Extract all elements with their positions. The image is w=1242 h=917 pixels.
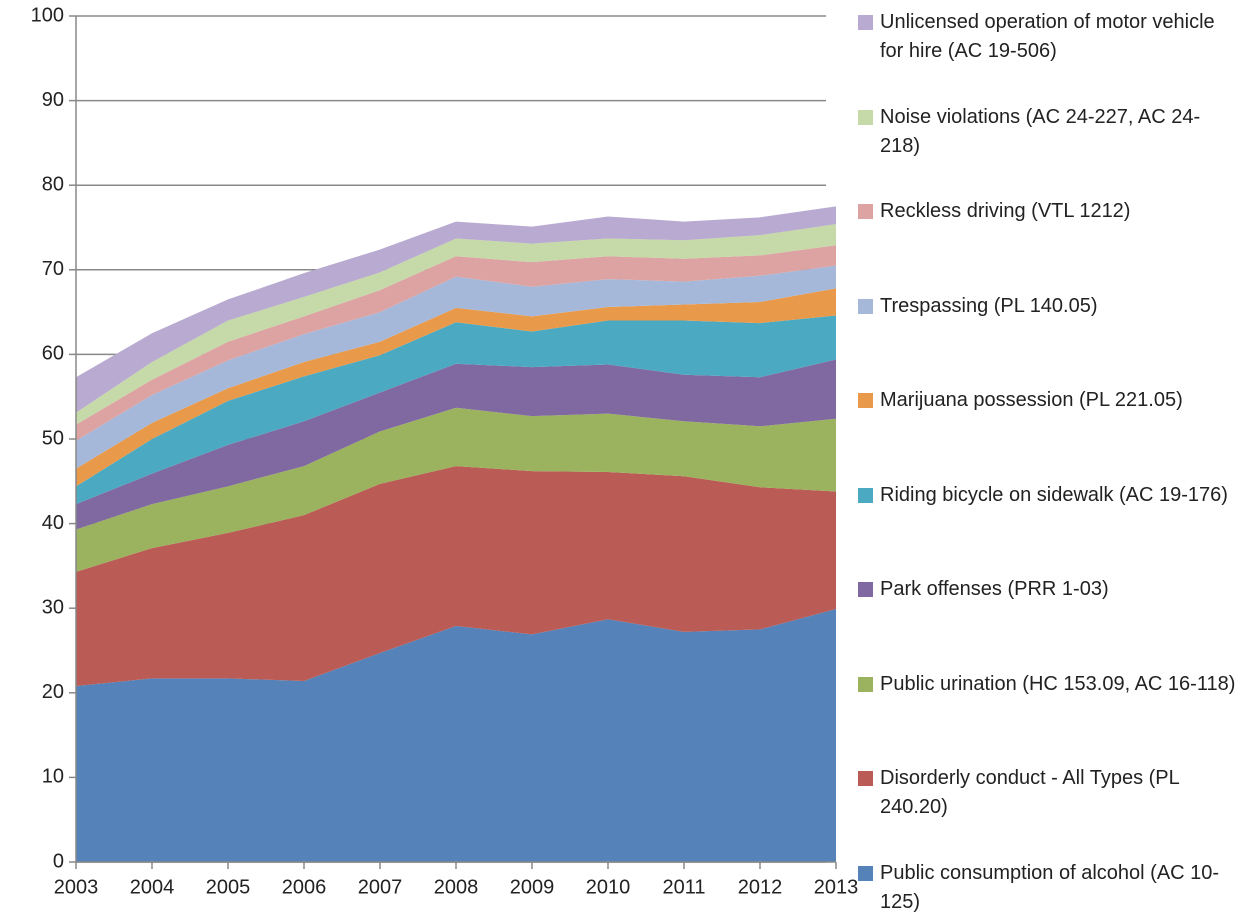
legend-swatch <box>858 771 873 786</box>
legend-label: Marijuana possession (PL 221.05) <box>880 389 1183 411</box>
area <box>76 609 836 862</box>
legend-label: Disorderly conduct - All Types (PL 240.2… <box>880 767 1180 818</box>
legend-entry: Unlicensed operation of motor vehicle fo… <box>858 8 1238 66</box>
area <box>76 288 836 487</box>
legend-entry: Reckless driving (VTL 1212) <box>858 197 1238 226</box>
area <box>76 359 836 530</box>
legend-entry: Trespassing (PL 140.05) <box>858 292 1238 321</box>
y-tick-label: 80 <box>42 173 64 195</box>
area <box>76 466 836 687</box>
y-tick-label: 70 <box>42 258 64 280</box>
legend-label: Public urination (HC 153.09, AC 16-118) <box>880 672 1236 695</box>
legend-entry: Disorderly conduct - All Types (PL 240.2… <box>858 764 1238 822</box>
area <box>76 407 836 572</box>
legend-entry: Park offenses (PRR 1-03) <box>858 575 1238 604</box>
y-tick-label: 100 <box>31 4 64 26</box>
legend-label: Noise violations (AC 24-227, AC 24-218) <box>880 105 1201 157</box>
area <box>76 245 836 441</box>
y-tick-label: 50 <box>42 427 64 449</box>
legend-swatch <box>858 393 873 408</box>
legend-entry: Noise violations (AC 24-227, AC 24-218) <box>858 103 1238 161</box>
legend-swatch <box>858 582 873 597</box>
y-tick-label: 0 <box>53 850 64 872</box>
axes: 0 10 20 30 40 50 60 70 80 90 100 2003 2004 2005 2006 20… <box>31 4 859 898</box>
x-tick-label: 2011 <box>662 876 705 898</box>
legend-entry: Marijuana possession (PL 221.05) <box>858 386 1238 415</box>
legend-entry: Riding bicycle on sidewalk (AC 19-176) <box>858 481 1238 510</box>
x-tick-label: 2012 <box>738 876 783 898</box>
y-tick-label: 40 <box>42 512 64 534</box>
area <box>76 265 836 469</box>
x-tick-label: 2006 <box>282 876 327 898</box>
area <box>76 315 836 505</box>
legend-label: Public consumption of alcohol (AC 10-125… <box>880 861 1220 913</box>
y-tick-label: 30 <box>42 596 64 618</box>
legend-label: Park offenses (PRR 1-03) <box>880 578 1109 600</box>
x-tick-label: 2005 <box>206 876 251 898</box>
legend-label: Riding bicycle on sidewalk (AC 19-176) <box>880 483 1228 506</box>
x-tick-label: 2003 <box>54 876 99 898</box>
area <box>76 206 836 413</box>
x-tick-label: 2010 <box>586 876 631 898</box>
x-tick-label: 2008 <box>434 876 479 898</box>
y-tick-label: 20 <box>42 681 64 703</box>
x-tick-label: 2004 <box>130 876 175 898</box>
legend-swatch <box>858 676 873 692</box>
legend-swatch <box>858 865 873 881</box>
legend-swatch <box>858 298 873 314</box>
x-tick-label: 2013 <box>814 876 859 898</box>
legend-entry: Public consumption of alcohol (AC 10-125… <box>858 859 1238 917</box>
legend-swatch <box>858 204 873 219</box>
y-tick-label: 60 <box>42 343 64 365</box>
legend-swatch <box>858 109 873 125</box>
legend-label: Trespassing (PL 140.05) <box>880 294 1098 317</box>
x-tick-label: 2007 <box>358 876 403 898</box>
x-tick-label: 2009 <box>510 876 555 898</box>
areas <box>76 206 836 862</box>
y-tick-label: 90 <box>42 89 64 111</box>
legend-swatch <box>858 487 873 503</box>
legend-entry: Public urination (HC 153.09, AC 16-118) <box>858 670 1238 699</box>
legend-swatch <box>858 15 873 30</box>
area <box>76 224 836 425</box>
legend-label: Reckless driving (VTL 1212) <box>880 200 1131 222</box>
y-tick-label: 10 <box>42 766 64 788</box>
legend-label: Unlicensed operation of motor vehicle fo… <box>880 11 1215 62</box>
